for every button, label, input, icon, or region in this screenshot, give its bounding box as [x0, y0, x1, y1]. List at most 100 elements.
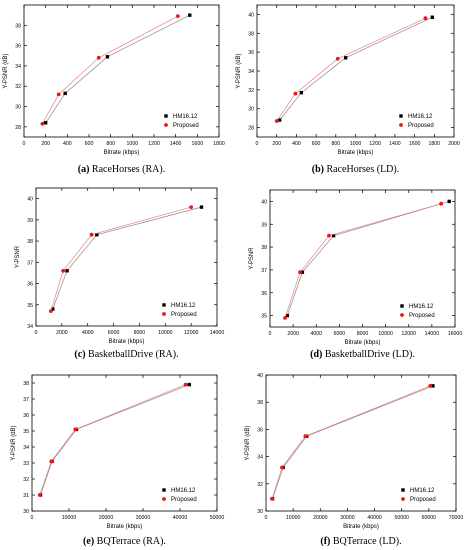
x-tick-label: 200 — [272, 141, 281, 147]
y-tick-label: 40 — [27, 197, 33, 203]
x-tick-label: 1000 — [350, 141, 362, 147]
plot-frame — [265, 374, 457, 512]
legend-label: Proposed — [409, 313, 435, 319]
x-tick-label: 1600 — [409, 141, 421, 147]
x-tick-label: 6000 — [334, 331, 346, 337]
caption-text: BasketballDrive (LD). — [322, 349, 414, 360]
data-point-hm — [95, 233, 99, 237]
y-tick-label: 34 — [27, 324, 33, 330]
x-tick-label: 20000 — [99, 515, 114, 521]
x-tick-label: 600 — [85, 141, 94, 147]
y-tick-label: 35 — [261, 314, 267, 320]
x-tick-label: 40000 — [173, 515, 188, 521]
legend-marker-proposed — [162, 497, 166, 501]
y-axis-label: Y-PSNR — [15, 245, 21, 268]
y-axis-label: Y-PSNR (dB) — [3, 53, 9, 88]
x-tick-label: 14000 — [425, 331, 440, 337]
caption-label: (b) — [312, 164, 324, 175]
x-tick-label: 10000 — [378, 331, 393, 337]
y-tick-label: 38 — [257, 400, 263, 406]
series-line-hm — [279, 16, 433, 121]
x-tick-label: 50000 — [394, 515, 409, 521]
data-point-proposed — [298, 270, 302, 275]
data-point-proposed — [89, 232, 94, 237]
x-tick-label: 40000 — [367, 515, 382, 521]
data-point-proposed — [189, 205, 194, 210]
series-line-proposed — [284, 203, 442, 319]
data-point-proposed — [48, 309, 53, 314]
x-tick-label: 2000 — [287, 331, 299, 337]
x-tick-label: 1000 — [127, 141, 139, 147]
series-line-hm — [45, 14, 190, 123]
data-point-hm — [188, 13, 192, 17]
x-tick-label: 400 — [292, 141, 301, 147]
legend-marker-proposed — [164, 123, 168, 127]
x-tick-label: 12000 — [184, 330, 199, 336]
x-tick-label: 0 — [31, 515, 34, 521]
legend-marker-hm — [162, 303, 166, 307]
caption-text: RaceHorses (LD). — [324, 164, 399, 175]
data-point-proposed — [439, 201, 444, 206]
x-tick-label: 12000 — [402, 331, 417, 337]
data-point-hm — [277, 118, 282, 122]
x-tick-label: 50000 — [210, 515, 225, 521]
legend-box — [396, 110, 450, 132]
x-tick-label: 0 — [269, 331, 272, 337]
legend-marker-proposed — [162, 312, 166, 316]
chart-panel: 0 2000 4000 6000 8000 10000 12000 14000 16000 35 3… — [249, 189, 462, 360]
x-axis-label: Bitrate (kbps) — [338, 150, 374, 156]
data-point-hm — [63, 91, 67, 96]
y-tick-label: 32 — [15, 84, 21, 90]
figure-caption: (d) BasketballDrive (LD). — [310, 349, 415, 360]
y-tick-label: 40 — [257, 373, 263, 379]
legend-box — [398, 484, 452, 506]
x-tick-label: 1800 — [429, 141, 441, 147]
y-tick-label: 36 — [257, 427, 263, 433]
x-tick-label: 10000 — [286, 515, 301, 521]
y-tick-label: 32 — [257, 482, 263, 488]
y-tick-label: 37 — [261, 268, 267, 274]
x-tick-label: 14000 — [210, 330, 225, 336]
plot-frame — [31, 374, 218, 512]
x-tick-label: 400 — [63, 141, 72, 147]
x-axis-label: Bitrate (kbps) — [345, 340, 381, 346]
figure-caption: (e) BQTerrace (RA). — [83, 536, 166, 547]
data-point-hm — [447, 199, 451, 204]
y-tick-label: 36 — [248, 50, 254, 56]
x-tick-label: 1400 — [170, 141, 182, 147]
series-line-proposed — [271, 385, 431, 499]
caption-text: RaceHorses (RA). — [89, 164, 165, 175]
x-axis-label: Bitrate (kbps) — [104, 150, 140, 156]
y-tick-label: 34 — [257, 455, 263, 461]
data-point-proposed — [283, 315, 287, 320]
legend-box — [159, 299, 213, 321]
x-tick-label: 4000 — [82, 330, 94, 336]
chart-panel: 0 10000 20000 30000 40000 50000 30 31 32 33 34 35 36… — [11, 374, 225, 547]
caption-label: (a) — [78, 164, 90, 175]
y-tick-label: 35 — [23, 429, 29, 435]
y-tick-label: 30 — [23, 509, 29, 515]
x-tick-label: 6000 — [108, 330, 120, 336]
figure-caption: (b) RaceHorses (LD). — [312, 164, 399, 175]
caption-text: BasketballDrive (RA). — [86, 349, 179, 360]
caption-label: (c) — [74, 349, 85, 360]
data-point-hm — [51, 307, 55, 311]
data-point-proposed — [61, 268, 66, 273]
data-point-proposed — [183, 382, 188, 387]
legend-label: Proposed — [171, 497, 197, 503]
y-tick-label: 36 — [27, 282, 33, 288]
y-tick-label: 40 — [261, 199, 267, 205]
chart-panel: 0 10000 20000 30000 40000 50000 60000 70000 30 32… — [245, 373, 463, 547]
x-tick-label: 10000 — [158, 330, 173, 336]
y-tick-label: 37 — [23, 397, 29, 403]
y-tick-label: 38 — [23, 381, 29, 387]
data-point-proposed — [428, 383, 433, 388]
x-tick-label: 20000 — [313, 515, 328, 521]
legend-label: Proposed — [410, 497, 436, 503]
x-axis-label: Bitrate (kbps) — [109, 339, 145, 345]
y-tick-label: 34 — [15, 64, 21, 70]
data-point-hm — [331, 233, 336, 238]
legend-marker-hm — [164, 114, 168, 118]
legend-label: HM16.12 — [171, 488, 196, 494]
